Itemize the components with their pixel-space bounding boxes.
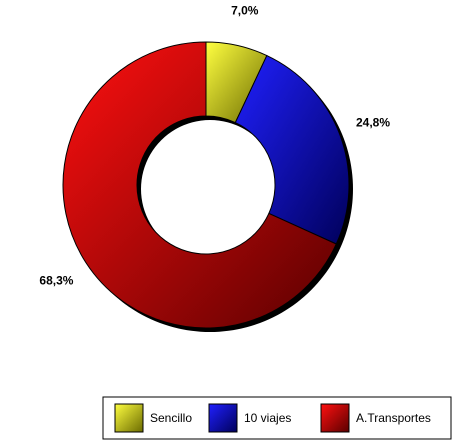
legend-label: A.Transportes <box>356 411 431 425</box>
data-label: 68,3% <box>39 274 73 288</box>
legend-label: Sencillo <box>150 411 192 425</box>
legend-swatch <box>208 403 238 433</box>
legend-swatch <box>320 403 350 433</box>
legend-label: 10 viajes <box>244 411 291 425</box>
donut-slice <box>234 54 350 245</box>
legend-swatch <box>114 403 144 433</box>
data-label: 24,8% <box>356 116 390 130</box>
legend-box <box>102 396 452 440</box>
legend: Sencillo 10 viajes A.Transportes <box>114 403 431 433</box>
donut-slice <box>62 41 337 329</box>
donut <box>62 41 353 332</box>
data-label: 7,0% <box>231 3 259 17</box>
